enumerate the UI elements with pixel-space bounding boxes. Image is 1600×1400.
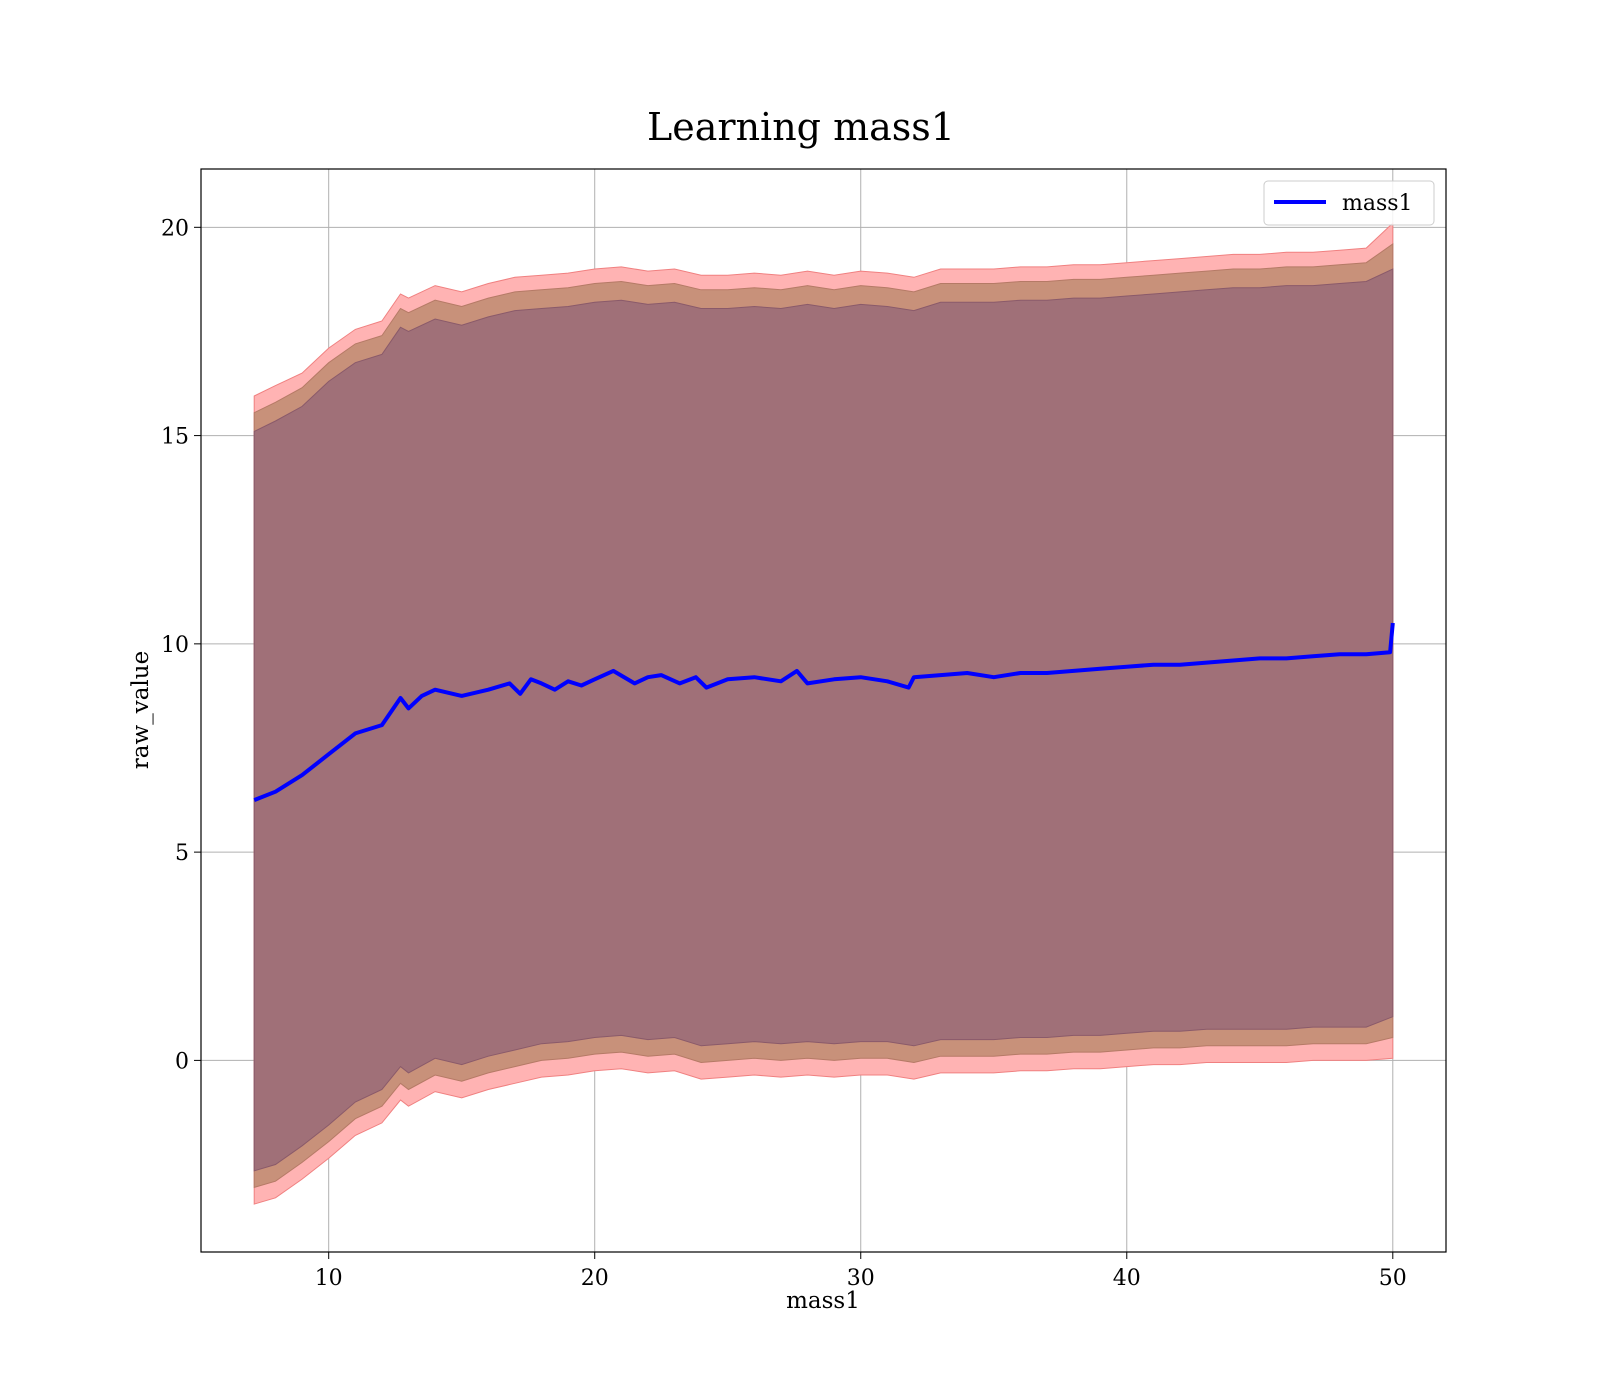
axis-ticks: 10 20 30 40 50 0 5 10 15 20 xyxy=(161,216,1407,1291)
y-tick-label: 10 xyxy=(161,633,189,658)
legend-label: mass1 xyxy=(1342,191,1413,216)
series-lines xyxy=(253,622,1395,802)
x-tick-label: 40 xyxy=(1113,1266,1141,1291)
y-tick-label: 0 xyxy=(175,1049,189,1074)
series-line-mass1 xyxy=(253,622,1395,802)
y-tick-label: 20 xyxy=(161,216,189,241)
plot-frame xyxy=(200,168,1447,1253)
y-tick-label: 15 xyxy=(161,425,189,450)
y-tick-label: 5 xyxy=(175,841,189,866)
x-tick-label: 30 xyxy=(847,1266,875,1291)
confidence-bands xyxy=(253,221,1394,1205)
legend: mass1 xyxy=(1263,180,1435,226)
legend-box xyxy=(1263,180,1435,226)
x-axis-label: mass1 xyxy=(786,1288,860,1314)
x-tick-label: 50 xyxy=(1379,1266,1407,1291)
x-tick-label: 20 xyxy=(581,1266,609,1291)
y-axis-label: raw_value xyxy=(128,651,154,769)
x-tick-label: 10 xyxy=(315,1266,343,1291)
uncertainty-band-3 xyxy=(253,268,1394,1172)
chart-title: Learning mass1 xyxy=(647,105,955,149)
